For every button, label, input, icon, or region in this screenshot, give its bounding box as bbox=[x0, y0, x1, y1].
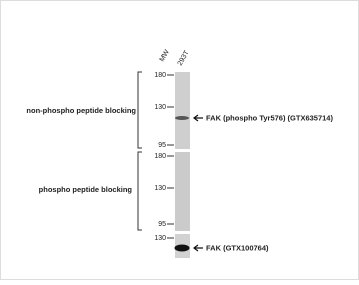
band-label: FAK (GTX100764) bbox=[206, 244, 269, 253]
marker-label: 130 bbox=[154, 235, 166, 242]
marker-label: 130 bbox=[154, 185, 166, 192]
panel-label: non-phospho peptide blocking bbox=[26, 106, 136, 115]
band bbox=[175, 116, 189, 120]
panel-label: phospho peptide blocking bbox=[39, 185, 133, 194]
blot-panel bbox=[175, 72, 190, 149]
blot-panel bbox=[175, 152, 190, 231]
band bbox=[175, 245, 190, 252]
marker-label: 180 bbox=[154, 72, 166, 79]
marker-label: 130 bbox=[154, 104, 166, 111]
marker-label: 95 bbox=[158, 221, 166, 228]
marker-label: 95 bbox=[158, 142, 166, 149]
figure: MW 293T non-phospho peptide blocking pho… bbox=[0, 0, 359, 280]
marker-label: 180 bbox=[154, 153, 166, 160]
band-label: FAK (phospho Tyr576) (GTX635714) bbox=[206, 114, 333, 123]
